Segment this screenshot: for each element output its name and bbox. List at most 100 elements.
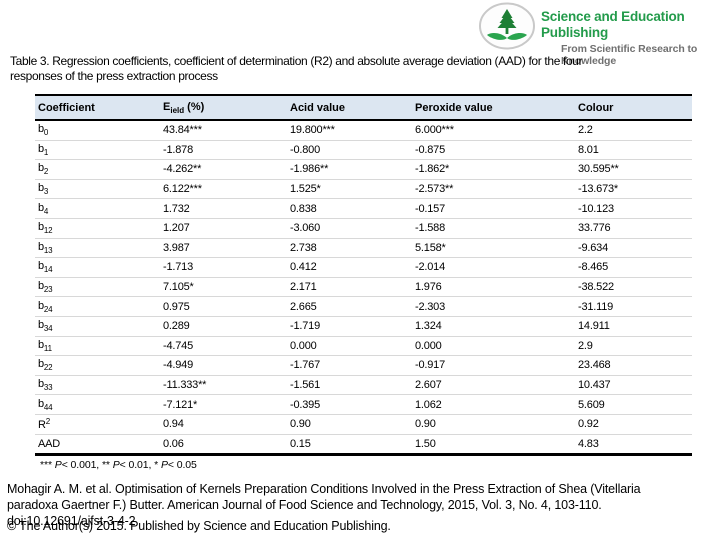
table-row: b12 1.207 -3.060 -1.588 33.776 (35, 217, 692, 239)
table-cell: 7.105* (160, 276, 287, 297)
citation-line: paradoxa Gaertner F.) Butter. American J… (7, 498, 602, 512)
copyright-text: © The Author(s) 2015. Published by Scien… (7, 519, 391, 533)
table-cell: -8.465 (575, 257, 692, 278)
table-cell: 33.776 (575, 217, 692, 239)
table-cell: -1.878 (160, 139, 287, 160)
table-cell: 0.90 (287, 413, 412, 434)
table-cell: 1.324 (412, 315, 575, 337)
table-row: b11 -4.745 0.000 0.000 2.9 (35, 335, 692, 356)
table-cell: -1.713 (160, 257, 287, 278)
table-cell: 1.207 (160, 217, 287, 239)
column-header: Peroxide value (412, 95, 575, 121)
table-cell: 2.2 (578, 124, 593, 137)
table-body: b0 43.84*** 19.800*** 6.000*** 2.2 b1 -1.878 -0… (35, 120, 692, 455)
table-cell: -11.333** (160, 374, 287, 395)
table-row: b44 -7.121* -0.395 1.062 5.609 (35, 394, 692, 415)
table-cell: 0.289 (160, 315, 287, 337)
table-cell: -0.395 (287, 394, 412, 415)
table-cell: 10.437 (575, 374, 692, 395)
table-cell: -2.303 (412, 296, 575, 317)
table-cell: -2.014 (412, 257, 575, 278)
table-row: b2 -4.262** -1.986** -1.862* 30.595** (35, 159, 692, 180)
table-row: b4 1.732 0.838 -0.157 -10.123 (35, 198, 692, 219)
row-label: b1 (35, 139, 160, 160)
table-cell: 1.50 (412, 433, 575, 455)
row-label: b34 (35, 315, 160, 337)
table-cell: -4.745 (160, 335, 287, 356)
table-cell: 2.665 (287, 296, 412, 317)
table-cell: 0.975 (160, 296, 287, 317)
table-cell: 43.84*** (163, 124, 202, 137)
row-label: b13 (35, 237, 160, 258)
table-cell: -2.573** (412, 178, 575, 199)
table-cell: 0.412 (287, 257, 412, 278)
table-cell: 0.000 (287, 335, 412, 356)
row-label: b14 (35, 257, 160, 278)
row-label: b11 (35, 335, 160, 356)
table-cell: 2.171 (287, 276, 412, 297)
table-cell: -10.123 (575, 198, 692, 219)
table-cell: -0.800 (287, 139, 412, 160)
table-cell: 19.800*** (290, 124, 335, 137)
coefficients-table-wrap: Coefficient Eield (%) Acid value Peroxide v… (35, 94, 692, 457)
table-row: b24 0.975 2.665 -2.303 -31.119 (35, 296, 692, 317)
table-caption: Table 3. Regression coefficients, coeffi… (10, 54, 712, 84)
column-header: Coefficient (35, 95, 160, 121)
table-cell: -3.060 (287, 217, 412, 239)
tree-book-logo-icon (478, 2, 536, 50)
table-cell: 6.122*** (160, 178, 287, 199)
table-cell: -1.719 (287, 315, 412, 337)
table-row: b22 -4.949 -1.767 -0.917 23.468 (35, 355, 692, 376)
publisher-tagline: From Scientific Research to Knowledge (561, 43, 698, 68)
column-header: Eield (%) (160, 95, 287, 121)
row-label: b4 (35, 198, 160, 219)
table-cell: 1.976 (412, 276, 575, 297)
table-cell: 8.01 (575, 139, 692, 160)
table-caption-line2: responses of the press extraction proces… (10, 69, 218, 83)
table-row: b33 -11.333** -1.561 2.607 10.437 (35, 374, 692, 395)
table-cell: 3.987 (160, 237, 287, 258)
table-cell: 0.000 (412, 335, 575, 356)
row-label: b12 (35, 217, 160, 239)
table-cell: -13.673* (575, 178, 692, 199)
table-cell: 6.000*** (415, 124, 454, 137)
table-cell: 2.607 (412, 374, 575, 395)
table-cell: 0.15 (287, 433, 412, 455)
table-cell: 0.92 (575, 413, 692, 434)
table-cell: -1.588 (412, 217, 575, 239)
table-row: AAD 0.06 0.15 1.50 4.83 (35, 433, 692, 455)
table-cell: 4.83 (575, 433, 692, 455)
table-cell: 30.595** (575, 159, 692, 180)
table-cell: 2.9 (575, 335, 692, 356)
table-cell: 1.525* (287, 178, 412, 199)
column-header: Colour (575, 95, 692, 121)
table-cell: 0.06 (160, 433, 287, 455)
table-cell: -0.157 (412, 198, 575, 219)
table-cell: 0.838 (287, 198, 412, 219)
table-caption-line1: Table 3. Regression coefficients, coeffi… (10, 54, 583, 68)
table-row: R2 0.94 0.90 0.90 0.92 (35, 413, 692, 434)
table-cell: -0.875 (412, 139, 575, 160)
table-header-row: Coefficient Eield (%) Acid value Peroxide v… (35, 95, 692, 121)
row-label: b24 (35, 296, 160, 317)
table-cell: -1.767 (287, 355, 412, 376)
table-cell: -9.634 (575, 237, 692, 258)
row-label: b3 (35, 178, 160, 199)
table-row: b14 -1.713 0.412 -2.014 -8.465 (35, 257, 692, 278)
table-row: b0 43.84*** 19.800*** 6.000*** 2.2 (35, 120, 692, 140)
table-cell: -1.986** (287, 159, 412, 180)
table-cell: 5.609 (575, 394, 692, 415)
table-cell: -1.862* (412, 159, 575, 180)
table-cell: 0.90 (412, 413, 575, 434)
table-cell: -38.522 (575, 276, 692, 297)
table-cell: 23.468 (575, 355, 692, 376)
table-row: b23 7.105* 2.171 1.976 -38.522 (35, 276, 692, 297)
column-header: Acid value (287, 95, 412, 121)
table-cell: -0.917 (412, 355, 575, 376)
coefficients-table: Coefficient Eield (%) Acid value Peroxide v… (35, 94, 692, 457)
table-cell: -31.119 (575, 296, 692, 317)
row-label: b44 (35, 394, 160, 415)
table-cell: 1.732 (160, 198, 287, 219)
row-label: b22 (35, 355, 160, 376)
